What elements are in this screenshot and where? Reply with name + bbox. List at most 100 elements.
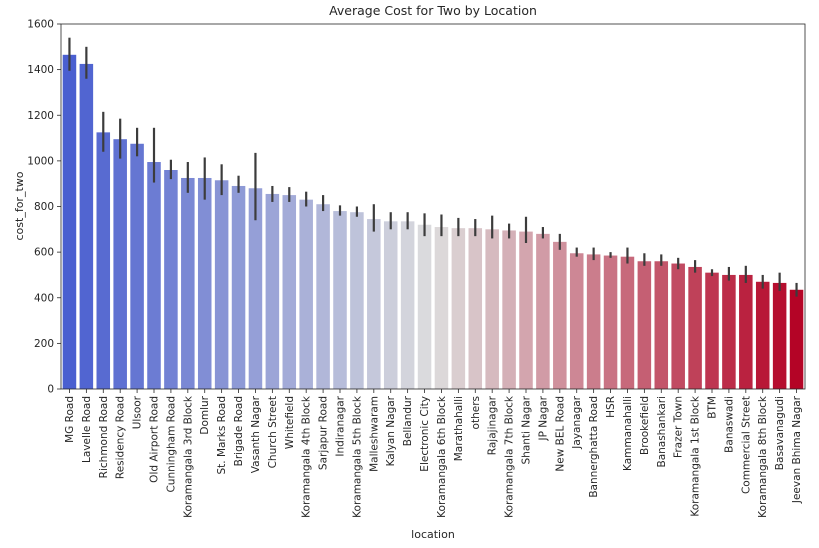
bar <box>265 193 280 389</box>
x-tick-label: Ulsoor <box>132 395 144 429</box>
y-tick-label: 600 <box>34 247 54 259</box>
x-tick-label: Domlur <box>199 395 211 434</box>
x-tick-label: Old Airport Road <box>149 396 161 483</box>
y-tick-label: 1000 <box>27 155 54 167</box>
bar <box>147 162 161 389</box>
x-tick-label: Marathahalli <box>453 396 465 461</box>
bar <box>434 227 449 389</box>
chart-title: Average Cost for Two by Location <box>329 3 537 18</box>
bar <box>417 224 432 389</box>
x-tick-label: Residency Road <box>115 396 127 479</box>
y-tick-label: 1400 <box>27 64 54 76</box>
x-axis: MG Road Lavelle Road Richmond Road Residenc… <box>64 389 803 518</box>
bar <box>79 63 94 389</box>
x-tick-label: Lavelle Road <box>81 396 93 463</box>
y-tick-label: 0 <box>47 384 54 396</box>
x-tick-label: Koramangala 3rd Block <box>182 395 194 518</box>
bar <box>383 221 398 389</box>
x-tick-label: Shanti Nagar <box>521 395 533 464</box>
x-tick-label: Commercial Street <box>740 396 752 494</box>
bar <box>248 188 263 389</box>
bar <box>553 241 567 389</box>
x-tick-label: Cunningham Road <box>165 396 177 493</box>
y-tick-label: 800 <box>34 201 54 213</box>
x-tick-label: JP Nagar <box>537 395 549 441</box>
bar <box>350 212 364 389</box>
bars <box>62 54 804 389</box>
y-tick-label: 200 <box>34 338 54 350</box>
y-tick-label: 1200 <box>27 110 54 122</box>
plot-frame <box>60 23 806 390</box>
bar <box>367 219 381 389</box>
x-tick-label: Whitefield <box>284 396 296 449</box>
bar <box>197 177 212 389</box>
x-tick-label: Koramangala 7th Block <box>504 395 516 518</box>
y-tick-label: 400 <box>34 292 54 304</box>
x-tick-label: Malleshwaram <box>368 396 380 472</box>
y-axis-title: cost_for_two <box>13 171 26 240</box>
bar <box>62 54 77 389</box>
x-tick-label: Bellandur <box>402 395 414 446</box>
bar <box>130 143 144 389</box>
x-tick-label: Koramangala 5th Block <box>351 395 363 518</box>
x-tick-label: Bannerghatta Road <box>588 396 600 498</box>
x-tick-label: Basavanagudi <box>774 396 786 470</box>
x-tick-label: Indiranagar <box>335 395 347 456</box>
bar <box>113 139 127 389</box>
bar <box>688 266 702 389</box>
bar <box>519 231 533 389</box>
bar <box>603 255 618 389</box>
x-tick-label: Rajajinagar <box>487 395 499 455</box>
y-axis: 0 200 400 600 800 1000 1200 1400 1600 <box>27 19 61 396</box>
x-tick-label: Koramangala 6th Block <box>436 395 448 518</box>
bar <box>789 289 804 389</box>
x-tick-label: Electronic City <box>419 396 431 472</box>
x-tick-label: St. Marks Road <box>216 396 228 475</box>
bar <box>772 282 787 389</box>
bar <box>722 274 736 389</box>
x-tick-label: BTM <box>707 396 719 419</box>
x-tick-label: Koramangala 8th Block <box>757 395 769 518</box>
x-tick-label: Koramangala 1st Block <box>690 395 702 517</box>
bar <box>705 272 719 389</box>
bar <box>620 256 635 389</box>
bar <box>316 204 330 389</box>
bar <box>654 261 669 389</box>
x-tick-label: Sarjapur Road <box>318 396 330 470</box>
x-tick-label: Church Street <box>267 396 279 468</box>
x-tick-label: Jayanagar <box>571 395 583 449</box>
x-tick-label: Kammanahalli <box>622 396 634 471</box>
bar <box>282 195 297 389</box>
bar <box>586 254 601 389</box>
bar <box>485 229 499 389</box>
x-tick-label: Frazer Town <box>673 396 685 458</box>
error-bars <box>68 37 798 297</box>
bar <box>299 199 313 389</box>
bar <box>502 230 516 389</box>
x-tick-label: HSR <box>605 396 617 418</box>
bar <box>181 177 195 389</box>
x-tick-label: Brookefield <box>639 396 651 455</box>
x-tick-label: Brigade Road <box>233 396 245 466</box>
bar <box>569 253 584 389</box>
bar <box>333 211 347 389</box>
x-tick-label: Kalyan Nagar <box>385 395 397 466</box>
y-tick-label: 1600 <box>27 19 54 31</box>
bar <box>214 180 229 389</box>
x-tick-label: others <box>470 396 482 429</box>
bar <box>468 228 483 389</box>
bar <box>739 274 753 389</box>
bar <box>637 261 652 389</box>
x-tick-label: Koramangala 4th Block <box>301 395 313 518</box>
x-axis-title: location <box>411 528 455 541</box>
x-tick-label: Banaswadi <box>723 396 735 453</box>
bar <box>400 221 415 389</box>
bar <box>164 170 178 389</box>
bar <box>451 228 466 389</box>
bar <box>96 132 111 389</box>
x-tick-label: Banashankari <box>656 396 668 468</box>
x-tick-label: Richmond Road <box>98 396 110 478</box>
x-tick-label: New BEL Road <box>554 396 566 472</box>
